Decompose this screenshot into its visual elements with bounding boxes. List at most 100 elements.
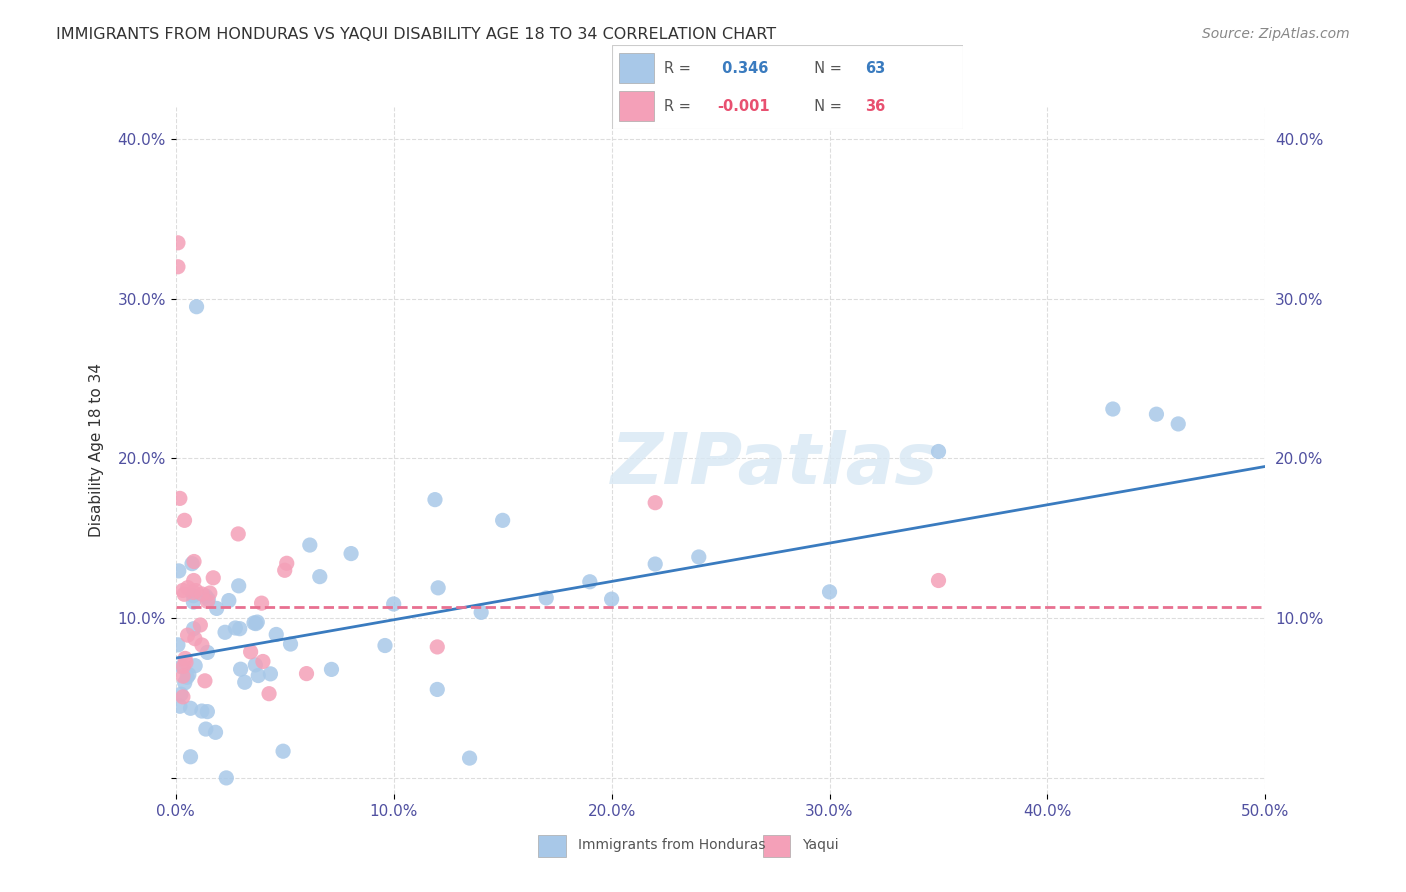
Point [183, 574, 205, 588]
Point [180, 749, 202, 764]
Point [198, 586, 221, 600]
Text: N =: N = [806, 61, 846, 76]
Point [1102, 402, 1125, 417]
Point [280, 637, 302, 651]
Point [194, 722, 217, 736]
Text: R =: R = [665, 99, 696, 114]
Point [172, 659, 194, 673]
Point [172, 583, 194, 598]
Point [191, 704, 214, 718]
Point [264, 627, 287, 641]
Text: IMMIGRANTS FROM HONDURAS VS YAQUI DISABILITY AGE 18 TO 34 CORRELATION CHART: IMMIGRANTS FROM HONDURAS VS YAQUI DISABI… [56, 27, 776, 42]
Point [271, 744, 294, 758]
Point [458, 751, 481, 765]
Point [170, 660, 193, 674]
Point [247, 668, 270, 682]
Point [176, 628, 198, 642]
Point [176, 670, 198, 684]
Point [470, 605, 492, 619]
Point [184, 583, 207, 598]
Point [426, 682, 449, 697]
Point [204, 725, 226, 739]
Point [928, 444, 950, 458]
Point [195, 705, 218, 719]
Point [173, 587, 195, 601]
Bar [619, 54, 654, 83]
Point [183, 585, 205, 599]
Text: 63: 63 [865, 61, 884, 76]
Point [600, 592, 623, 607]
Point [382, 597, 405, 611]
Text: Yaqui: Yaqui [801, 838, 838, 852]
Point [173, 676, 195, 690]
Point [492, 513, 515, 527]
Point [928, 574, 950, 588]
Point [1144, 407, 1167, 421]
Point [218, 593, 240, 607]
Point [252, 655, 274, 669]
Point [224, 621, 246, 635]
Text: ZIPatlas: ZIPatlas [612, 430, 939, 499]
Point [239, 645, 262, 659]
Point [170, 687, 193, 701]
Point [245, 657, 267, 672]
Point [184, 632, 207, 646]
Point [534, 591, 557, 605]
Point [215, 771, 238, 785]
Point [167, 260, 190, 274]
Point [245, 616, 267, 631]
Point [197, 645, 219, 659]
Point [243, 615, 266, 630]
Text: Immigrants from Honduras: Immigrants from Honduras [578, 838, 765, 852]
Point [194, 589, 217, 603]
Point [579, 574, 602, 589]
Point [321, 662, 343, 676]
Point [250, 596, 273, 610]
Point [197, 592, 219, 607]
Point [184, 658, 207, 673]
Text: R =: R = [665, 61, 696, 76]
Point [276, 556, 298, 570]
Point [818, 585, 841, 599]
Point [214, 625, 236, 640]
Point [167, 235, 190, 250]
Point [226, 527, 249, 541]
Point [183, 622, 205, 636]
Point [183, 595, 205, 609]
Point [167, 564, 190, 578]
Point [197, 594, 219, 608]
Point [257, 687, 280, 701]
Point [426, 640, 449, 654]
Point [274, 563, 297, 577]
Point [644, 496, 666, 510]
Point [427, 581, 450, 595]
Point [228, 579, 250, 593]
Point [172, 690, 194, 704]
Point [229, 662, 252, 676]
Point [308, 569, 330, 583]
Text: Source: ZipAtlas.com: Source: ZipAtlas.com [1202, 27, 1350, 41]
Point [173, 513, 195, 527]
Point [374, 639, 396, 653]
Point [423, 492, 446, 507]
Point [191, 587, 214, 601]
Text: 36: 36 [865, 99, 884, 114]
Point [246, 615, 269, 629]
Text: -0.001: -0.001 [717, 99, 769, 114]
Bar [762, 835, 790, 857]
Point [169, 491, 191, 506]
Point [180, 701, 202, 715]
Point [202, 571, 225, 585]
Text: 0.346: 0.346 [717, 61, 769, 76]
Point [174, 656, 197, 670]
Point [181, 557, 204, 571]
Point [183, 555, 205, 569]
Point [186, 300, 208, 314]
Point [205, 601, 228, 615]
Point [298, 538, 321, 552]
Point [340, 547, 363, 561]
Point [295, 666, 318, 681]
Point [229, 622, 252, 636]
Point [181, 589, 204, 603]
Point [688, 549, 710, 564]
